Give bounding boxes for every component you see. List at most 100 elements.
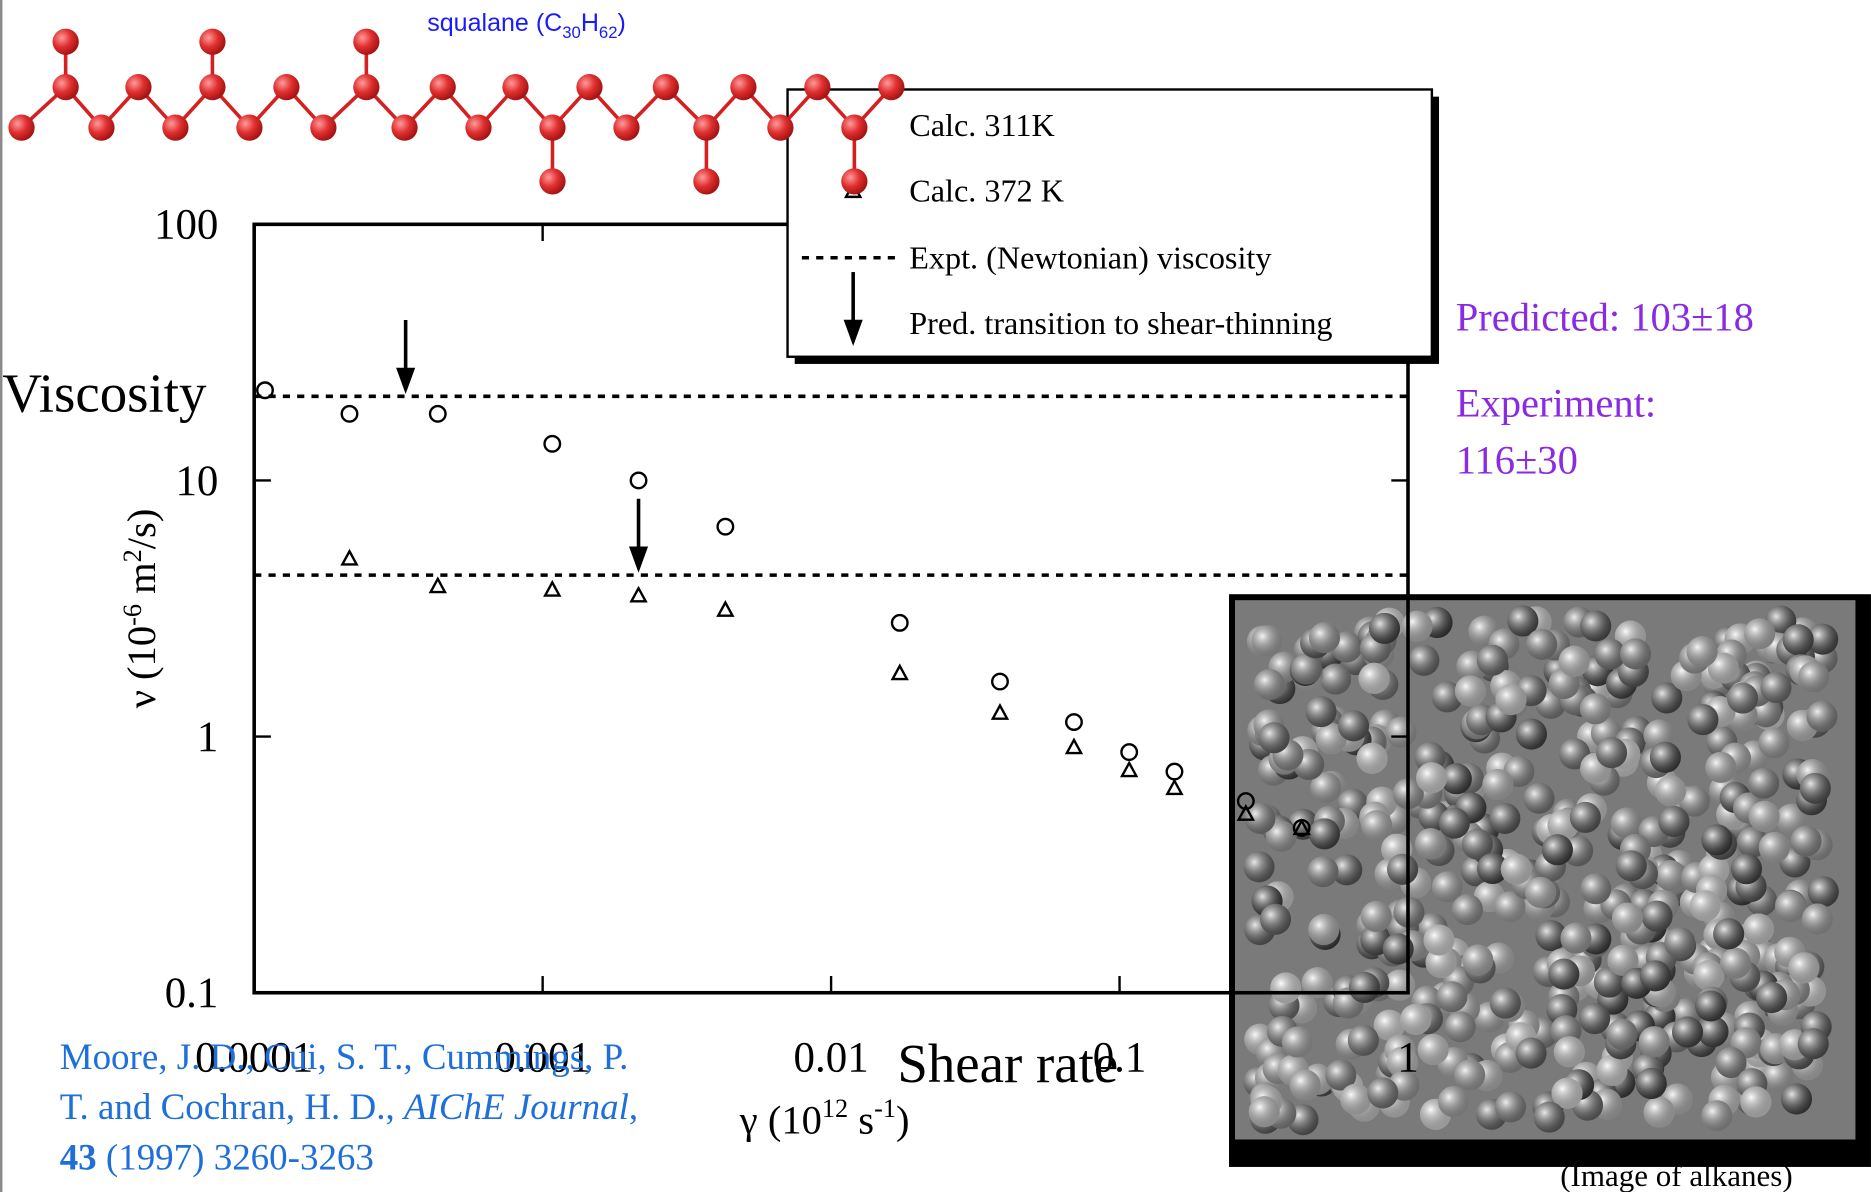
sphere-shade bbox=[1743, 913, 1774, 944]
sphere-shade bbox=[1482, 769, 1513, 800]
sphere-shade bbox=[1307, 856, 1338, 887]
sphere-shade bbox=[1727, 683, 1758, 714]
sphere-shade bbox=[1701, 824, 1732, 855]
legend-label: Pred. transition to shear-thinning bbox=[909, 305, 1332, 341]
sphere-shade bbox=[1560, 923, 1591, 954]
predicted-label: Predicted: 103±18 bbox=[1456, 295, 1754, 340]
atom bbox=[53, 29, 79, 55]
sphere-shade bbox=[1251, 625, 1282, 656]
sphere-shade bbox=[1580, 693, 1611, 724]
sphere-shade bbox=[1672, 1017, 1703, 1048]
citation: Moore, J. D., Cui, S. T., Cummings, P. T… bbox=[60, 1036, 638, 1178]
sphere-shade bbox=[1361, 810, 1392, 841]
atom bbox=[841, 115, 867, 141]
sphere-shade bbox=[1258, 722, 1289, 753]
y-axis-label: ν (10-6 m2/s) bbox=[118, 509, 164, 709]
sphere-shade bbox=[1340, 1084, 1371, 1115]
atom bbox=[693, 115, 719, 141]
sphere-shade bbox=[1748, 768, 1779, 799]
sphere-shade bbox=[1639, 1026, 1670, 1057]
sphere-shade bbox=[1348, 1025, 1379, 1056]
sphere-shade bbox=[1338, 710, 1369, 741]
point-triangle bbox=[718, 603, 732, 616]
sphere-shade bbox=[1418, 1034, 1449, 1065]
sphere-shade bbox=[1783, 624, 1814, 655]
sphere-shade bbox=[1436, 981, 1467, 1012]
label-part: /s) bbox=[119, 509, 164, 550]
atom bbox=[125, 74, 151, 100]
label-sub: 62 bbox=[599, 23, 618, 42]
sphere-shade bbox=[1359, 663, 1390, 694]
point-circle bbox=[342, 406, 358, 422]
sphere-shade bbox=[1516, 719, 1547, 750]
sphere-shade bbox=[1749, 801, 1780, 832]
label-part: γ (10 bbox=[739, 1098, 822, 1143]
sphere-shade bbox=[1744, 618, 1775, 649]
point-triangle bbox=[342, 551, 356, 564]
atom bbox=[353, 29, 379, 55]
sphere-shade bbox=[1516, 1038, 1547, 1069]
citation-line: T. and Cochran, H. D., AIChE Journal, bbox=[60, 1086, 638, 1127]
sphere-shade bbox=[1687, 704, 1718, 735]
sphere-shade bbox=[1400, 1004, 1431, 1035]
sphere-shade bbox=[1309, 622, 1340, 653]
sphere-shade bbox=[1701, 1100, 1732, 1131]
sphere-shade bbox=[1542, 834, 1573, 865]
arrow-head bbox=[629, 546, 648, 572]
sphere-shade bbox=[1455, 675, 1486, 706]
atom bbox=[236, 115, 262, 141]
sphere-shade bbox=[1462, 945, 1493, 976]
sphere-shade bbox=[1705, 752, 1736, 783]
sphere-shade bbox=[1369, 613, 1400, 644]
transition-arrow bbox=[629, 499, 648, 573]
sphere-shade bbox=[1387, 854, 1418, 885]
slide: 0.11101000.00010.0010.010.11 Calc. 311KC… bbox=[0, 0, 1871, 1192]
x-axis-label: γ (1012 s-1) bbox=[739, 1094, 910, 1143]
sphere-shade bbox=[1361, 901, 1392, 932]
atom bbox=[199, 29, 225, 55]
sphere-shade bbox=[1580, 610, 1611, 641]
legend-label: Expt. (Newtonian) viscosity bbox=[909, 239, 1271, 275]
sphere-shade bbox=[1761, 672, 1792, 703]
point-circle bbox=[631, 473, 647, 489]
sphere-shade bbox=[1282, 1027, 1313, 1058]
label-part: ν (10 bbox=[119, 626, 164, 709]
point-circle bbox=[718, 519, 734, 535]
label-sup: -6 bbox=[118, 604, 147, 626]
sphere-shade bbox=[1260, 904, 1291, 935]
sphere-shade bbox=[1759, 832, 1790, 863]
label-sub: 30 bbox=[562, 23, 581, 42]
point-circle bbox=[1121, 744, 1137, 760]
molecule-label: squalane (C30H62) bbox=[427, 9, 626, 42]
sphere-shade bbox=[1636, 1068, 1667, 1099]
sphere-shade bbox=[1415, 828, 1446, 859]
sphere-shade bbox=[1620, 638, 1651, 669]
viscosity-label: Viscosity bbox=[2, 363, 207, 424]
citation-line: 43 (1997) 3260-3263 bbox=[60, 1136, 374, 1178]
label-sup: -1 bbox=[874, 1094, 896, 1123]
shear-rate-label: Shear rate bbox=[897, 1033, 1118, 1094]
atom bbox=[353, 74, 379, 100]
sphere-shade bbox=[1439, 808, 1470, 839]
sphere-shade bbox=[1596, 1055, 1627, 1086]
sphere-shade bbox=[1807, 701, 1838, 732]
arrow-head bbox=[396, 368, 415, 394]
molecule bbox=[8, 29, 904, 195]
atom bbox=[804, 74, 830, 100]
sphere-shade bbox=[1775, 891, 1806, 922]
label-part: ) bbox=[617, 9, 625, 37]
atom bbox=[767, 115, 793, 141]
citation-part: T. and Cochran, H. D., bbox=[60, 1086, 404, 1127]
sphere-shade bbox=[1616, 850, 1647, 881]
atom bbox=[8, 115, 34, 141]
sphere-shade bbox=[1720, 948, 1751, 979]
alkane-image bbox=[1229, 594, 1871, 1167]
legend-label: Calc. 372 K bbox=[909, 173, 1064, 209]
sphere-shade bbox=[1596, 737, 1627, 768]
atom bbox=[613, 115, 639, 141]
sphere-shade bbox=[1438, 1086, 1469, 1117]
sphere-shade bbox=[1349, 972, 1380, 1003]
sphere-shade bbox=[1320, 664, 1351, 695]
sphere-shade bbox=[1524, 783, 1555, 814]
sphere-shade bbox=[1713, 918, 1744, 949]
